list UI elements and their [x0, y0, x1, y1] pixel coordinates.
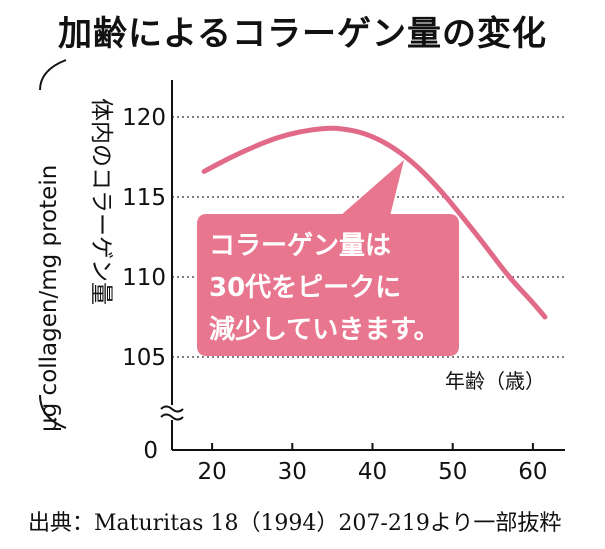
- x-tick-label: 50: [438, 459, 467, 485]
- y-axis-label-main-text: 体内のコラーゲン量: [88, 98, 114, 305]
- series-line: [201, 125, 548, 320]
- paren-bottom: [39, 394, 67, 429]
- y-tick-label: 105: [122, 345, 166, 371]
- callout-text-line: 減少していきます。: [209, 315, 440, 345]
- callout-text-line: 30代をピークに: [209, 273, 401, 303]
- series: [201, 125, 548, 320]
- y-axis-label-main: 体内のコラーゲン量: [88, 98, 114, 305]
- y-axis-label-unit: μg collagen/mg protein: [36, 165, 62, 432]
- x-tick-label: 20: [197, 459, 226, 485]
- y-tick-label: 115: [122, 185, 166, 211]
- axis-break-icon: [160, 405, 184, 421]
- y-axis-label: 体内のコラーゲン量 μg collagen/mg protein: [36, 59, 114, 432]
- x-tick-label: 60: [518, 459, 547, 485]
- x-tick-label: 30: [278, 459, 307, 485]
- axes: [160, 80, 565, 451]
- callout-box: [197, 214, 459, 356]
- y-tick-label: 0: [143, 438, 158, 464]
- y-axis-label-unit-text: μg collagen/mg protein: [36, 165, 62, 432]
- paren-top: [39, 59, 67, 91]
- x-tick-label: 40: [358, 459, 387, 485]
- y-tick-label: 120: [122, 105, 166, 131]
- x-axis-label: 年齢（歳）: [445, 369, 545, 393]
- callout-text-line: コラーゲン量は: [209, 231, 391, 261]
- chart-title: 加齢によるコラーゲン量の変化: [58, 14, 547, 54]
- source-note: 出典：Maturitas 18（1994）207-219より一部抜粋: [28, 511, 562, 536]
- y-tick-label: 110: [122, 265, 166, 291]
- callout-pointer: [340, 160, 404, 216]
- ticks: 105 110 115 120 0 20 30 40 50 60 年齢（歳）: [122, 105, 547, 485]
